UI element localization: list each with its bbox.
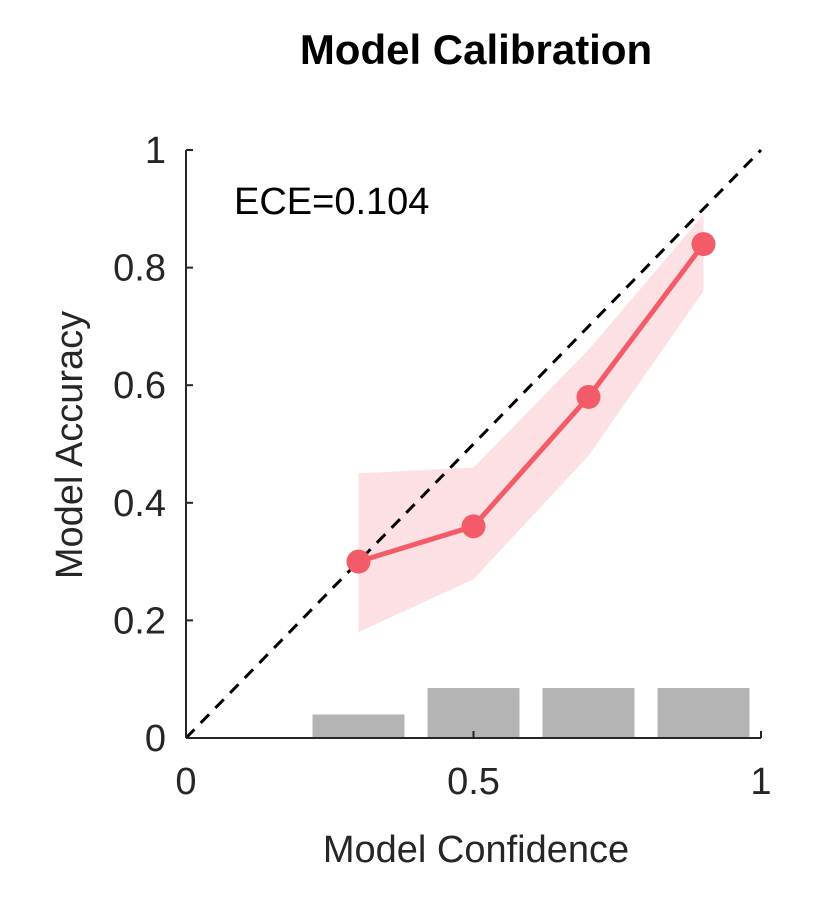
histogram-bar-4 <box>657 688 750 738</box>
chart-title: Model Calibration <box>300 26 652 73</box>
histogram-bar-2 <box>427 688 520 738</box>
accuracy-point-1 <box>346 549 371 574</box>
plot-area: 0 0.2 0.4 0.6 0.8 1 0 0.5 1 <box>113 130 771 803</box>
accuracy-line-1 <box>357 242 706 564</box>
y-tick-label: 0 <box>145 718 166 760</box>
x-tick-label: 1 <box>750 761 771 803</box>
perfect-calibration-line <box>184 148 763 740</box>
histogram-bar-1 <box>312 714 405 738</box>
histogram-bar-3 <box>542 688 635 738</box>
x-axis-label: Model Confidence <box>323 829 629 871</box>
y-tick-label: 0.2 <box>113 600 166 642</box>
y-tick-label: 0.6 <box>113 365 166 407</box>
accuracy-point-4 <box>691 232 716 257</box>
x-tick-label: 0 <box>175 761 196 803</box>
accuracy-point-3 <box>576 384 601 409</box>
ece-annotation: ECE=0.104 <box>234 181 429 223</box>
y-axis-label: Model Accuracy <box>49 311 91 579</box>
x-tick-label: 0.5 <box>447 761 500 803</box>
y-tick-label: 0.4 <box>113 483 166 525</box>
y-tick-label: 1 <box>145 130 166 172</box>
y-tick-label: 0.8 <box>113 248 166 290</box>
accuracy-point-2 <box>461 514 486 539</box>
confidence-band-1 <box>358 214 704 633</box>
